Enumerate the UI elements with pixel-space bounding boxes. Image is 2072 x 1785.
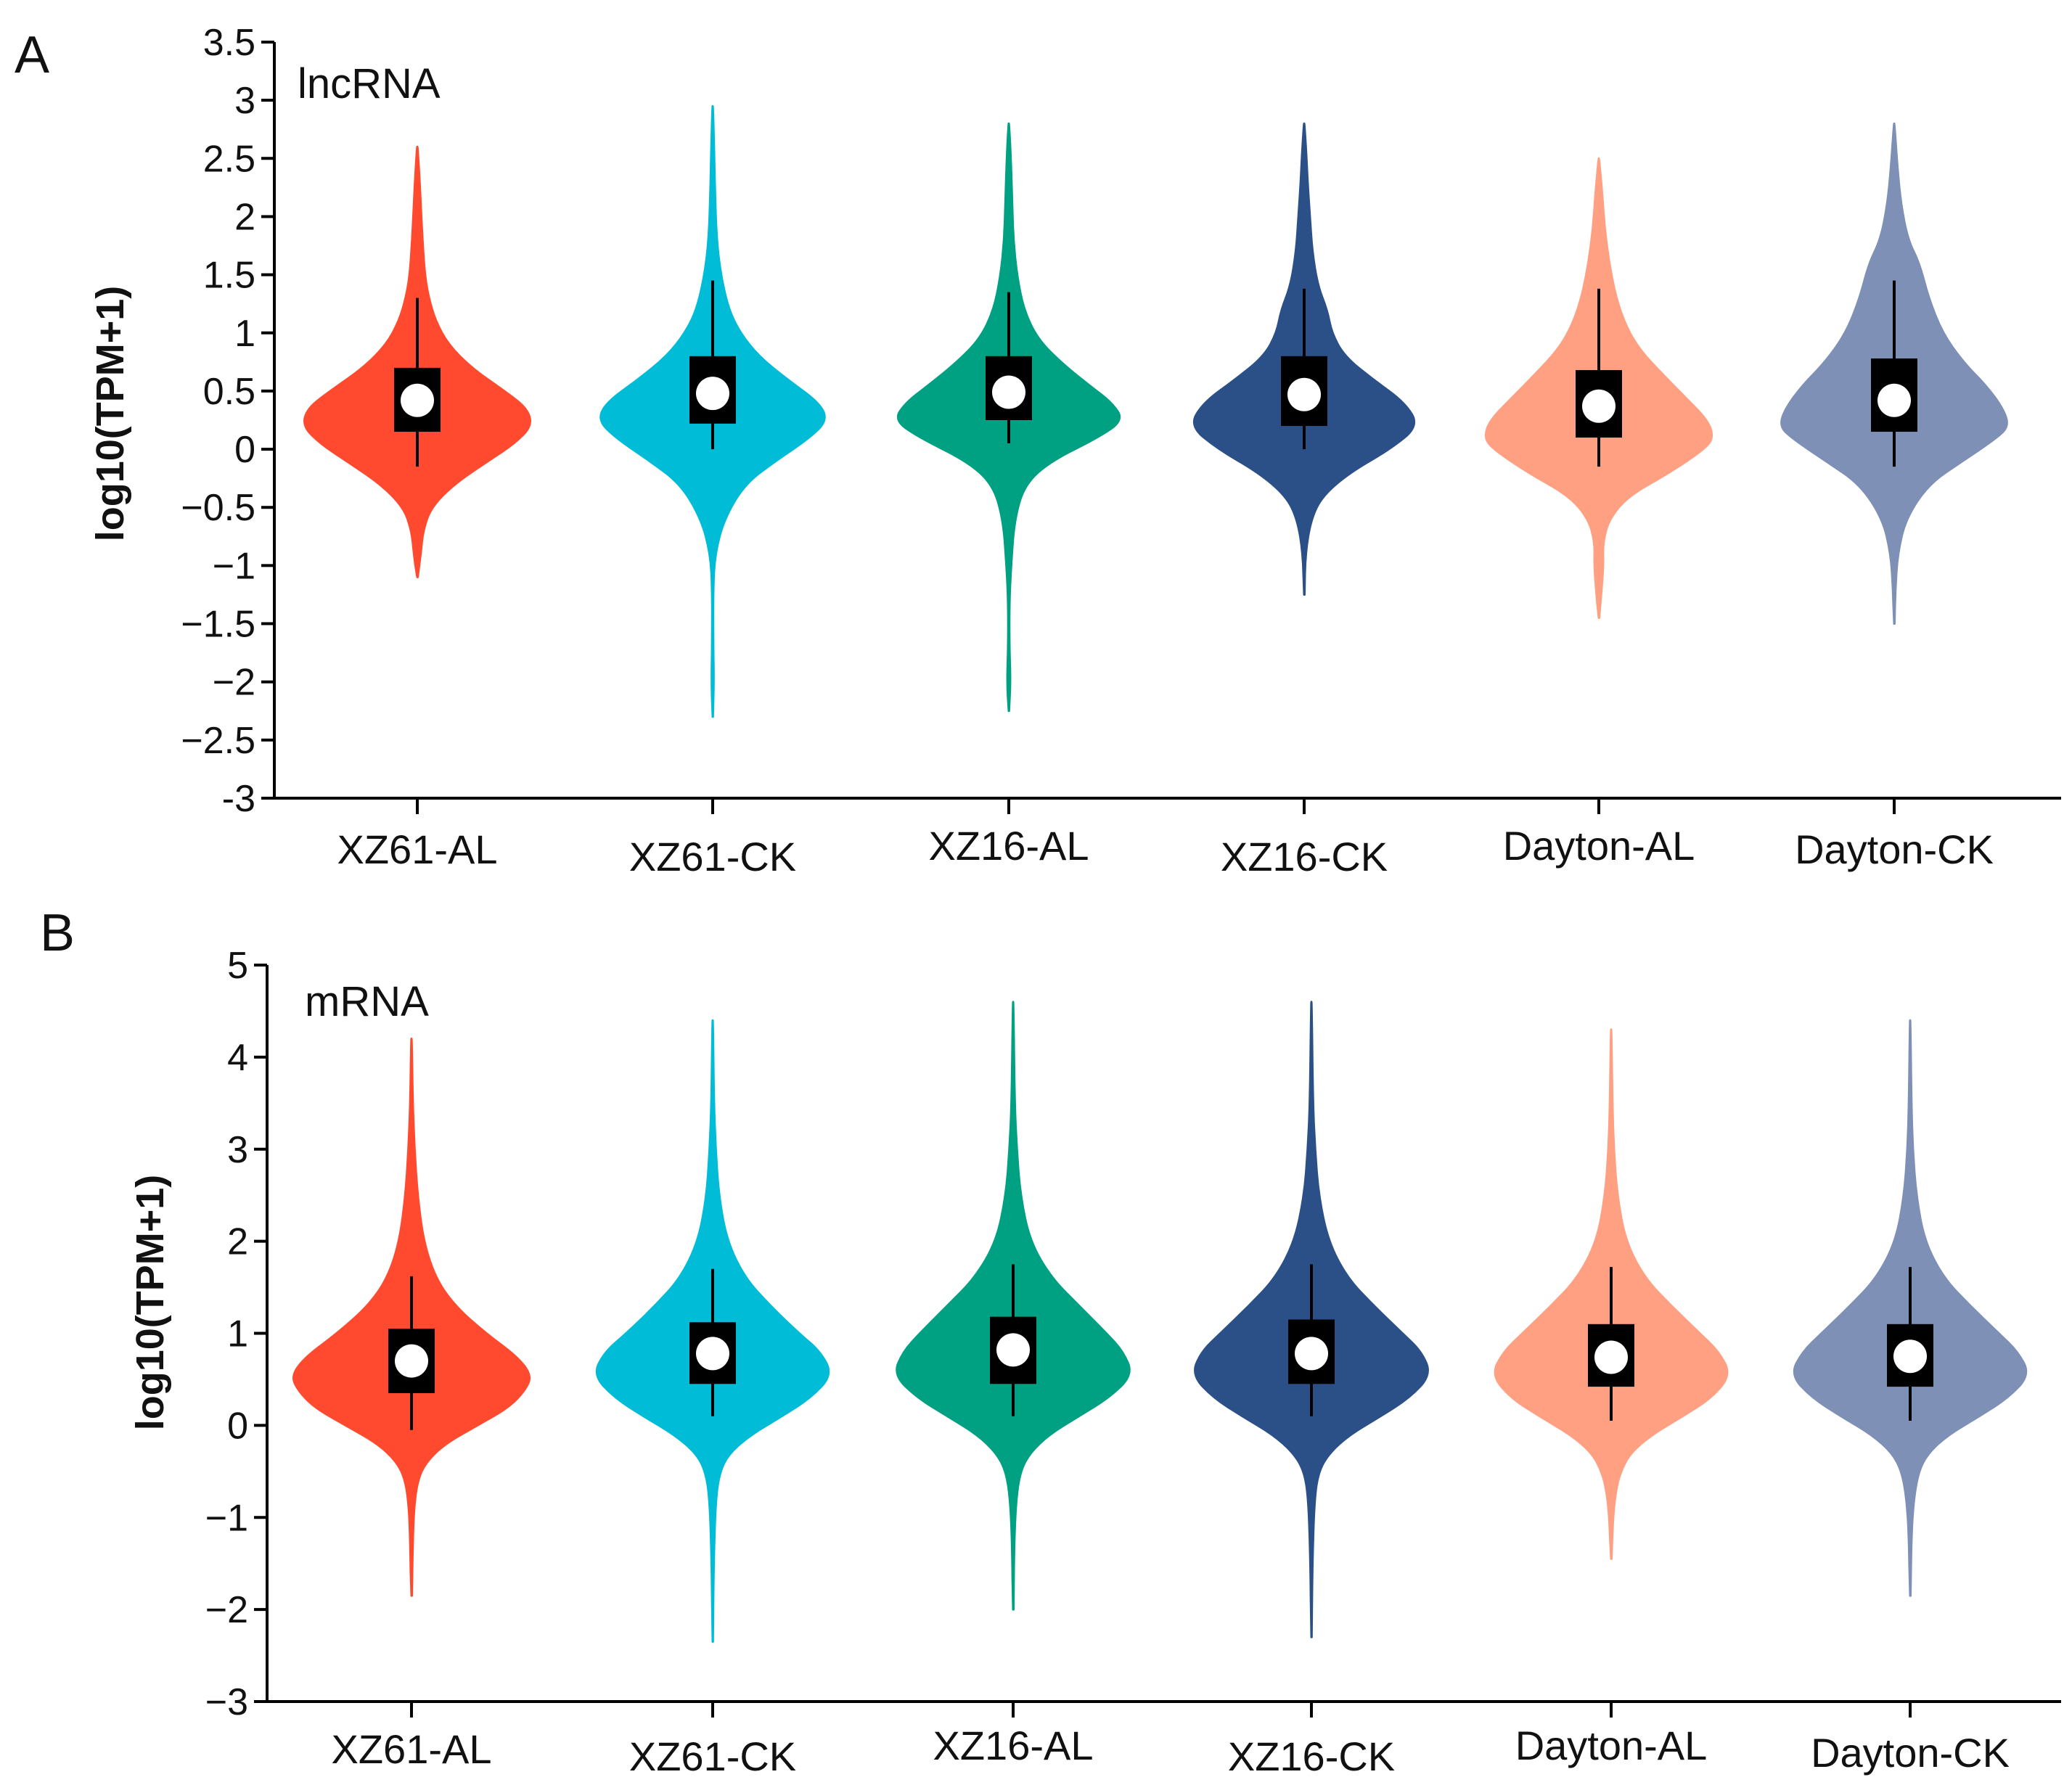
y-tick-label: 2 [227, 1221, 248, 1263]
panel-a: A lncRNA log10(TPM+1) 3.5 3 2.5 2 1.5 1 0.5 0 −0… [15, 22, 2061, 879]
x-tick-label: Dayton-AL [1503, 823, 1695, 869]
violin-group [1194, 1001, 1429, 1638]
panel-tag: lncRNA [298, 60, 441, 107]
y-tick-label: -3 [222, 778, 255, 820]
median-dot [696, 377, 729, 411]
y-tick-label: 5 [227, 945, 248, 987]
y-tick-label: 0 [234, 429, 255, 471]
median-dot [992, 375, 1025, 409]
median-dot [1878, 383, 1911, 417]
y-tick-label: −0.5 [181, 487, 255, 529]
median-dot [1287, 377, 1321, 411]
y-tick-label: −2 [205, 1589, 248, 1631]
median-dot [1582, 389, 1616, 423]
y-tick-label: −2 [213, 662, 255, 704]
median-dot [996, 1333, 1030, 1367]
y-tick-label: −3 [205, 1681, 248, 1723]
violin-group [303, 145, 531, 578]
x-tick-label: XZ61-CK [629, 834, 796, 879]
x-tick-label: Dayton-CK [1811, 1730, 2010, 1776]
x-tick-label: XZ16-AL [933, 1723, 1094, 1768]
median-dot [696, 1337, 729, 1371]
x-tick-label: XZ61-AL [332, 1726, 492, 1772]
violin-group [595, 1019, 830, 1644]
violins [292, 1001, 2028, 1644]
y-tick-label: 3 [234, 80, 255, 122]
y-tick-label: −1.5 [181, 604, 255, 646]
panel-b: B mRNA log10(TPM+1) 5 4 3 2 1 0 −1 −2 −3 XZ61-AL X… [40, 904, 2061, 1779]
violin-group [1494, 1028, 1729, 1560]
x-tick-label: XZ61-AL [337, 826, 498, 872]
median-dot [1295, 1337, 1328, 1371]
median-dot [401, 383, 434, 417]
y-tick-label: 3.5 [203, 22, 255, 64]
y-tick-label: 3 [227, 1129, 248, 1171]
y-tick-label: −1 [205, 1497, 248, 1539]
y-tick-label: 1 [227, 1313, 248, 1355]
y-tick-label: 4 [227, 1037, 248, 1079]
violin-group [897, 122, 1121, 713]
panel-letter: B [40, 904, 75, 962]
y-axis-title: log10(TPM+1) [89, 286, 132, 542]
y-axis-title: log10(TPM+1) [128, 1175, 172, 1431]
x-tick-label: XZ61-CK [629, 1733, 796, 1779]
violin-group [1484, 157, 1713, 620]
x-tick-label: XZ16-CK [1221, 834, 1388, 879]
median-dot [1594, 1340, 1628, 1374]
violins [303, 104, 2008, 718]
x-tick-label: Dayton-AL [1515, 1723, 1708, 1768]
violin-group [292, 1038, 531, 1597]
violin-group [896, 1001, 1131, 1611]
x-tick-label: XZ16-AL [929, 823, 1089, 869]
y-tick-label: −1 [213, 545, 255, 587]
x-tick-label: Dayton-CK [1795, 826, 1994, 872]
median-dot [1893, 1339, 1927, 1374]
violin-group [1793, 1019, 2028, 1597]
x-tick-label: XZ16-CK [1228, 1733, 1395, 1779]
y-tick-label: 0.5 [203, 371, 255, 413]
violin-group [599, 104, 826, 718]
violin-group [1192, 122, 1416, 596]
y-tick-label: 2 [234, 196, 255, 238]
panel-letter: A [15, 26, 49, 84]
median-dot [395, 1344, 428, 1378]
y-tick-label: 1.5 [203, 255, 255, 297]
y-tick-label: 2.5 [203, 138, 255, 180]
axes: 3.5 3 2.5 2 1.5 1 0.5 0 −0.5 −1 −1.5 −2 −2.5 -3 XZ61-A… [181, 22, 2061, 879]
violin-group [1780, 122, 2008, 625]
axes: 5 4 3 2 1 0 −1 −2 −3 XZ61-AL XZ61-CK XZ16-AL XZ16-CK… [205, 945, 2061, 1779]
y-tick-label: 0 [227, 1405, 248, 1447]
panel-tag: mRNA [305, 978, 429, 1025]
y-tick-label: −2.5 [181, 720, 255, 762]
y-tick-label: 1 [234, 313, 255, 355]
